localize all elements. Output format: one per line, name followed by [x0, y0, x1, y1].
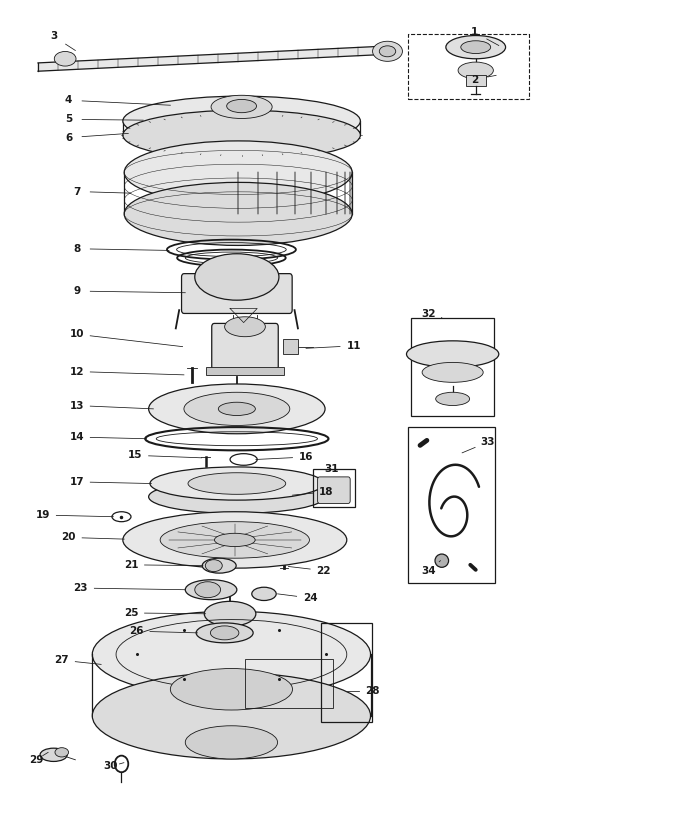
Ellipse shape: [160, 522, 309, 558]
Text: 1: 1: [471, 27, 478, 37]
Ellipse shape: [149, 384, 325, 434]
Text: 17: 17: [69, 477, 84, 487]
Text: 27: 27: [54, 655, 69, 666]
Text: 3: 3: [50, 32, 57, 42]
Text: 11: 11: [346, 341, 361, 351]
Text: 30: 30: [103, 761, 118, 771]
FancyBboxPatch shape: [211, 323, 278, 370]
Ellipse shape: [92, 612, 371, 697]
Ellipse shape: [54, 52, 76, 66]
Ellipse shape: [214, 534, 255, 547]
Ellipse shape: [55, 748, 69, 757]
Ellipse shape: [150, 467, 324, 500]
Text: 15: 15: [128, 450, 142, 460]
Text: 22: 22: [316, 566, 331, 576]
Text: 9: 9: [73, 286, 80, 296]
Ellipse shape: [407, 341, 499, 367]
Ellipse shape: [373, 42, 403, 61]
Text: 33: 33: [481, 437, 495, 447]
Ellipse shape: [185, 580, 237, 600]
Ellipse shape: [446, 36, 506, 59]
Ellipse shape: [194, 582, 220, 597]
Ellipse shape: [124, 182, 352, 245]
Ellipse shape: [194, 253, 279, 300]
Ellipse shape: [123, 512, 347, 568]
Ellipse shape: [224, 317, 265, 337]
Ellipse shape: [40, 748, 67, 761]
Ellipse shape: [188, 473, 286, 494]
Text: 6: 6: [65, 133, 72, 143]
Ellipse shape: [171, 668, 292, 710]
Text: 21: 21: [124, 560, 138, 570]
Bar: [283, 339, 298, 354]
Text: 8: 8: [73, 243, 80, 253]
Ellipse shape: [436, 392, 470, 406]
Polygon shape: [38, 46, 398, 71]
Ellipse shape: [123, 111, 360, 160]
Bar: [408, 34, 528, 99]
Ellipse shape: [124, 141, 352, 204]
Bar: [313, 470, 355, 507]
Text: 23: 23: [73, 583, 88, 593]
Bar: [245, 660, 333, 707]
Ellipse shape: [461, 41, 491, 53]
Text: 31: 31: [324, 464, 339, 474]
Text: 7: 7: [73, 186, 80, 196]
Text: 19: 19: [35, 510, 50, 520]
Ellipse shape: [184, 392, 290, 425]
Text: 29: 29: [29, 755, 43, 765]
Ellipse shape: [196, 623, 253, 643]
FancyBboxPatch shape: [318, 477, 350, 504]
Text: 28: 28: [365, 686, 380, 696]
Text: 25: 25: [124, 608, 138, 618]
Ellipse shape: [379, 46, 396, 57]
Ellipse shape: [149, 480, 325, 514]
Ellipse shape: [123, 96, 360, 146]
Text: 2: 2: [471, 75, 478, 85]
Bar: [321, 623, 372, 722]
Text: 20: 20: [61, 533, 75, 543]
Ellipse shape: [185, 725, 277, 759]
Text: 18: 18: [319, 487, 334, 497]
FancyBboxPatch shape: [182, 273, 292, 313]
Ellipse shape: [211, 96, 272, 119]
Text: 26: 26: [129, 627, 143, 637]
Ellipse shape: [202, 558, 236, 573]
Ellipse shape: [218, 402, 256, 416]
Ellipse shape: [252, 588, 276, 601]
Text: 5: 5: [65, 115, 72, 125]
Text: 14: 14: [69, 432, 84, 442]
Text: 24: 24: [303, 593, 318, 603]
Text: 12: 12: [69, 366, 84, 376]
Text: 32: 32: [421, 309, 435, 319]
Ellipse shape: [458, 62, 494, 79]
Bar: [411, 317, 494, 416]
Ellipse shape: [204, 602, 256, 627]
Bar: [408, 427, 495, 583]
Ellipse shape: [92, 672, 371, 759]
Ellipse shape: [226, 100, 256, 113]
Bar: [466, 75, 486, 86]
Text: 16: 16: [299, 452, 313, 462]
Ellipse shape: [205, 560, 222, 572]
Ellipse shape: [435, 554, 449, 568]
Text: 4: 4: [65, 96, 72, 106]
Ellipse shape: [422, 362, 483, 382]
Ellipse shape: [210, 626, 239, 640]
Bar: [206, 366, 284, 375]
Text: 10: 10: [69, 329, 84, 339]
Text: 13: 13: [69, 401, 84, 411]
Text: 34: 34: [421, 567, 435, 577]
